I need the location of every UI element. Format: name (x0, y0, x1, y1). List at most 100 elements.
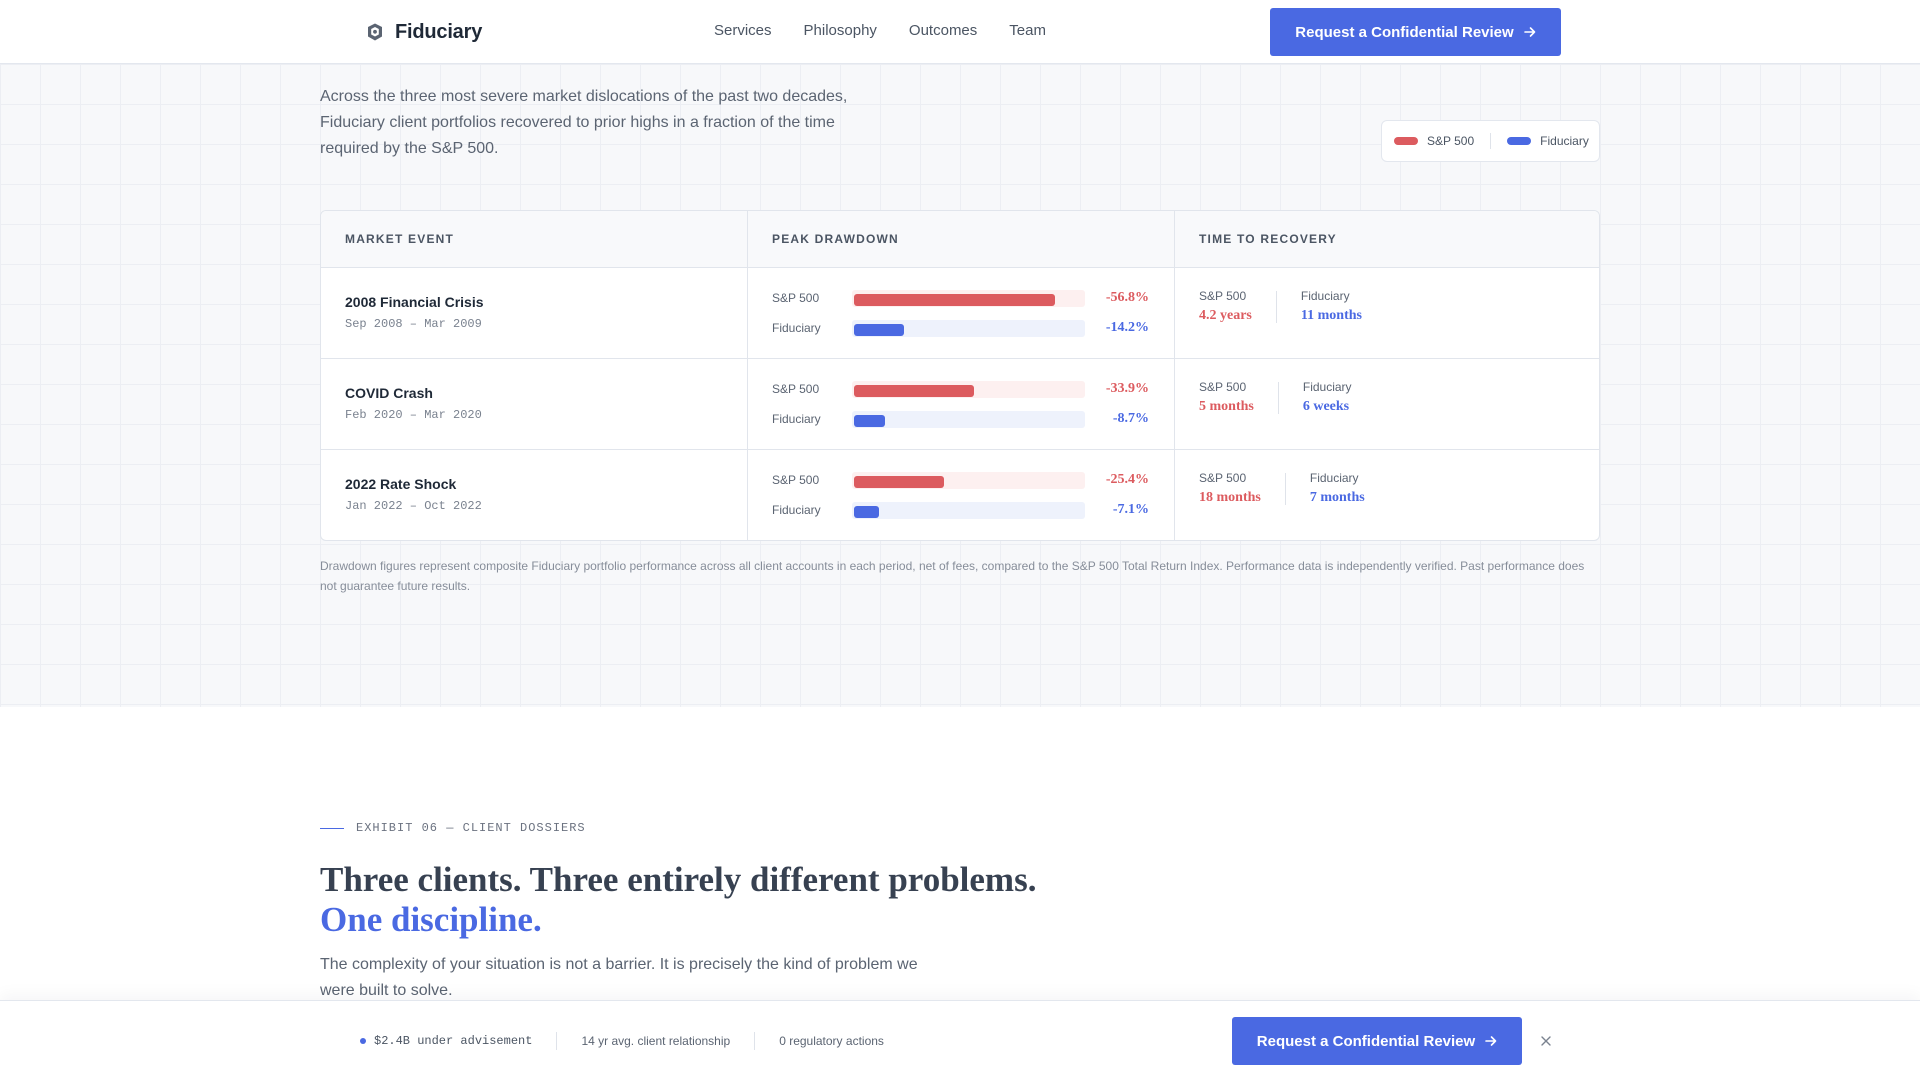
fiduciary-drawdown: Fiduciary -7.1% (772, 501, 1174, 519)
event-name: 2022 Rate Shock (345, 476, 457, 492)
recovery-label-sp500: S&P 500 (1199, 380, 1247, 394)
bar-fill-fiduciary (854, 323, 904, 336)
recovery-sp500: S&P 500 18 months (1199, 471, 1261, 506)
request-review-button[interactable]: Request a Confidential Review (1270, 8, 1561, 56)
sp500-drawdown: S&P 500 -25.4% (772, 471, 1174, 489)
recovery-cell: S&P 500 18 months Fiduciary 7 months (1175, 450, 1599, 540)
legend-item-fiduciary: Fiduciary (1507, 134, 1589, 148)
section-subcopy: The complexity of your situation is not … (320, 956, 918, 999)
headline-main: Three clients. Three entirely different … (320, 860, 1037, 899)
legend-label-fiduciary: Fiduciary (1540, 134, 1589, 148)
request-review-label: Request a Confidential Review (1295, 23, 1514, 41)
recovery-label-fiduciary: Fiduciary (1309, 471, 1359, 485)
drawdown-cell: S&P 500 -33.9% Fiduciary -8.7% (748, 359, 1175, 449)
stat-divider (754, 1032, 756, 1050)
table-row: 2022 Rate Shock Jan 2022 – Oct 2022 S&P … (321, 450, 1599, 540)
bar-fill-sp500 (854, 475, 944, 488)
nav-link-team[interactable]: Team (1009, 22, 1046, 39)
bar-label-fiduciary: Fiduciary (772, 321, 821, 335)
stat-divider (556, 1032, 558, 1050)
recovery-value-sp500: 18 months (1199, 490, 1261, 505)
recovery-cell: S&P 500 5 months Fiduciary 6 weeks (1175, 359, 1599, 449)
recovery-value-fiduciary: 6 weeks (1302, 399, 1350, 414)
nav-link-philosophy[interactable]: Philosophy (803, 22, 877, 39)
legend-swatch-sp500 (1394, 137, 1418, 145)
legend-label-sp500: S&P 500 (1427, 134, 1475, 148)
fiduciary-drawdown: Fiduciary -8.7% (772, 410, 1174, 428)
drawdown-value-fiduciary: -14.2% (1105, 320, 1149, 335)
table-footnote: Drawdown figures represent composite Fid… (320, 559, 1585, 593)
brand-name: Fiduciary (395, 20, 483, 43)
recovery-fiduciary: Fiduciary 6 weeks (1303, 380, 1352, 415)
drawdown-cell: S&P 500 -25.4% Fiduciary -7.1% (748, 450, 1175, 540)
header-peak-drawdown: PEAK DRAWDOWN (748, 211, 1175, 267)
close-sticky-button[interactable] (1538, 1033, 1554, 1049)
table-header: MARKET EVENT PEAK DRAWDOWN TIME TO RECOV… (321, 211, 1599, 268)
table-row: 2008 Financial Crisis Sep 2008 – Mar 200… (321, 268, 1599, 359)
event-cell: 2008 Financial Crisis Sep 2008 – Mar 200… (321, 268, 748, 358)
recovery-intro: Across the three most severe market disl… (320, 88, 848, 157)
recovery-divider (1284, 473, 1286, 505)
drawdown-value-fiduciary: -8.7% (1112, 411, 1149, 426)
bar-fill-sp500 (854, 293, 1055, 306)
recovery-label-sp500: S&P 500 (1199, 289, 1247, 303)
event-dates: Feb 2020 – Mar 2020 (345, 408, 482, 422)
bar-track (852, 410, 1085, 428)
fiduciary-drawdown: Fiduciary -14.2% (772, 319, 1174, 337)
recovery-value-sp500: 5 months (1199, 399, 1254, 414)
bar-label-sp500: S&P 500 (772, 473, 820, 487)
arrow-right-icon (1485, 1036, 1497, 1046)
stat-relationship: 14 yr avg. client relationship (581, 1034, 731, 1048)
nav-link-outcomes[interactable]: Outcomes (908, 22, 978, 39)
legend-divider (1490, 133, 1492, 149)
bar-label-fiduciary: Fiduciary (772, 412, 821, 426)
section-headline: Three clients. Three entirely different … (320, 860, 1220, 940)
arrow-right-icon (1523, 27, 1535, 37)
sp500-drawdown: S&P 500 -33.9% (772, 380, 1174, 398)
section-eyebrow: EXHIBIT 06 — CLIENT DOSSIERS (320, 821, 586, 835)
bar-track (852, 501, 1085, 519)
bar-track (852, 289, 1085, 307)
drawdown-value-fiduciary: -7.1% (1112, 502, 1149, 517)
trust-stats: $2.4B under advisement 14 yr avg. client… (360, 1031, 884, 1051)
header-market-event: MARKET EVENT (321, 211, 748, 267)
recovery-value-fiduciary: 11 months (1300, 308, 1362, 323)
recovery-fiduciary: Fiduciary 7 months (1310, 471, 1365, 506)
recovery-section: Across the three most severe market disl… (0, 64, 1920, 707)
bar-label-sp500: S&P 500 (772, 382, 820, 396)
bar-track (852, 380, 1085, 398)
recovery-cell: S&P 500 4.2 years Fiduciary 11 months (1175, 268, 1599, 358)
event-cell: 2022 Rate Shock Jan 2022 – Oct 2022 (321, 450, 748, 540)
status-dot-icon (360, 1038, 366, 1044)
event-dates: Sep 2008 – Mar 2009 (345, 317, 482, 331)
sticky-request-review-label: Request a Confidential Review (1256, 1032, 1476, 1050)
recovery-fiduciary: Fiduciary 11 months (1301, 289, 1362, 324)
brand-logo[interactable]: Fiduciary (367, 20, 482, 44)
recovery-divider (1275, 291, 1277, 323)
event-name: 2008 Financial Crisis (345, 294, 484, 310)
event-cell: COVID Crash Feb 2020 – Mar 2020 (321, 359, 748, 449)
recovery-label-fiduciary: Fiduciary (1302, 380, 1352, 394)
sticky-cta-bar: $2.4B under advisement 14 yr avg. client… (0, 1000, 1920, 1080)
sp500-drawdown: S&P 500 -56.8% (772, 289, 1174, 307)
bar-track (852, 471, 1085, 489)
recovery-sp500: S&P 500 5 months (1199, 380, 1254, 415)
nav-link-services[interactable]: Services (714, 22, 772, 39)
bar-label-sp500: S&P 500 (772, 291, 820, 305)
header-time-to-recovery: TIME TO RECOVERY (1199, 232, 1337, 246)
bar-track (852, 319, 1085, 337)
drawdown-value-sp500: -56.8% (1105, 290, 1149, 305)
sticky-request-review-button[interactable]: Request a Confidential Review (1232, 1017, 1522, 1065)
eyebrow-rule (320, 827, 344, 829)
recovery-divider (1277, 382, 1279, 414)
recovery-value-sp500: 4.2 years (1199, 308, 1252, 323)
legend-item-sp500: S&P 500 (1394, 134, 1474, 148)
legend-swatch-fiduciary (1507, 137, 1532, 145)
primary-nav: Services Philosophy Outcomes Team (714, 22, 1046, 39)
bar-fill-fiduciary (854, 414, 885, 427)
bar-fill-sp500 (854, 384, 974, 397)
bar-fill-fiduciary (854, 505, 879, 518)
shield-icon (368, 23, 382, 41)
drawdown-cell: S&P 500 -56.8% Fiduciary -14.2% (748, 268, 1175, 358)
table-row: COVID Crash Feb 2020 – Mar 2020 S&P 500 … (321, 359, 1599, 450)
